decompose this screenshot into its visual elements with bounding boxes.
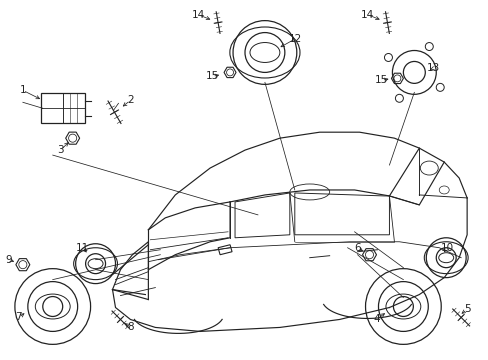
Text: 10: 10: [440, 243, 453, 253]
Text: 11: 11: [76, 243, 89, 253]
Text: 12: 12: [288, 33, 302, 44]
Text: 8: 8: [127, 323, 134, 332]
Text: 15: 15: [374, 75, 387, 85]
Text: 7: 7: [16, 312, 22, 323]
Text: 1: 1: [20, 85, 26, 95]
Bar: [41, 93, 84, 123]
Text: 5: 5: [463, 305, 469, 315]
Text: 3: 3: [57, 145, 64, 155]
Text: 14: 14: [191, 10, 204, 20]
Text: 2: 2: [127, 95, 134, 105]
Text: 14: 14: [360, 10, 373, 20]
Text: 4: 4: [372, 314, 379, 324]
Text: 15: 15: [205, 71, 218, 81]
Text: 13: 13: [426, 63, 439, 73]
Text: 9: 9: [5, 255, 12, 265]
Text: 6: 6: [353, 243, 360, 253]
